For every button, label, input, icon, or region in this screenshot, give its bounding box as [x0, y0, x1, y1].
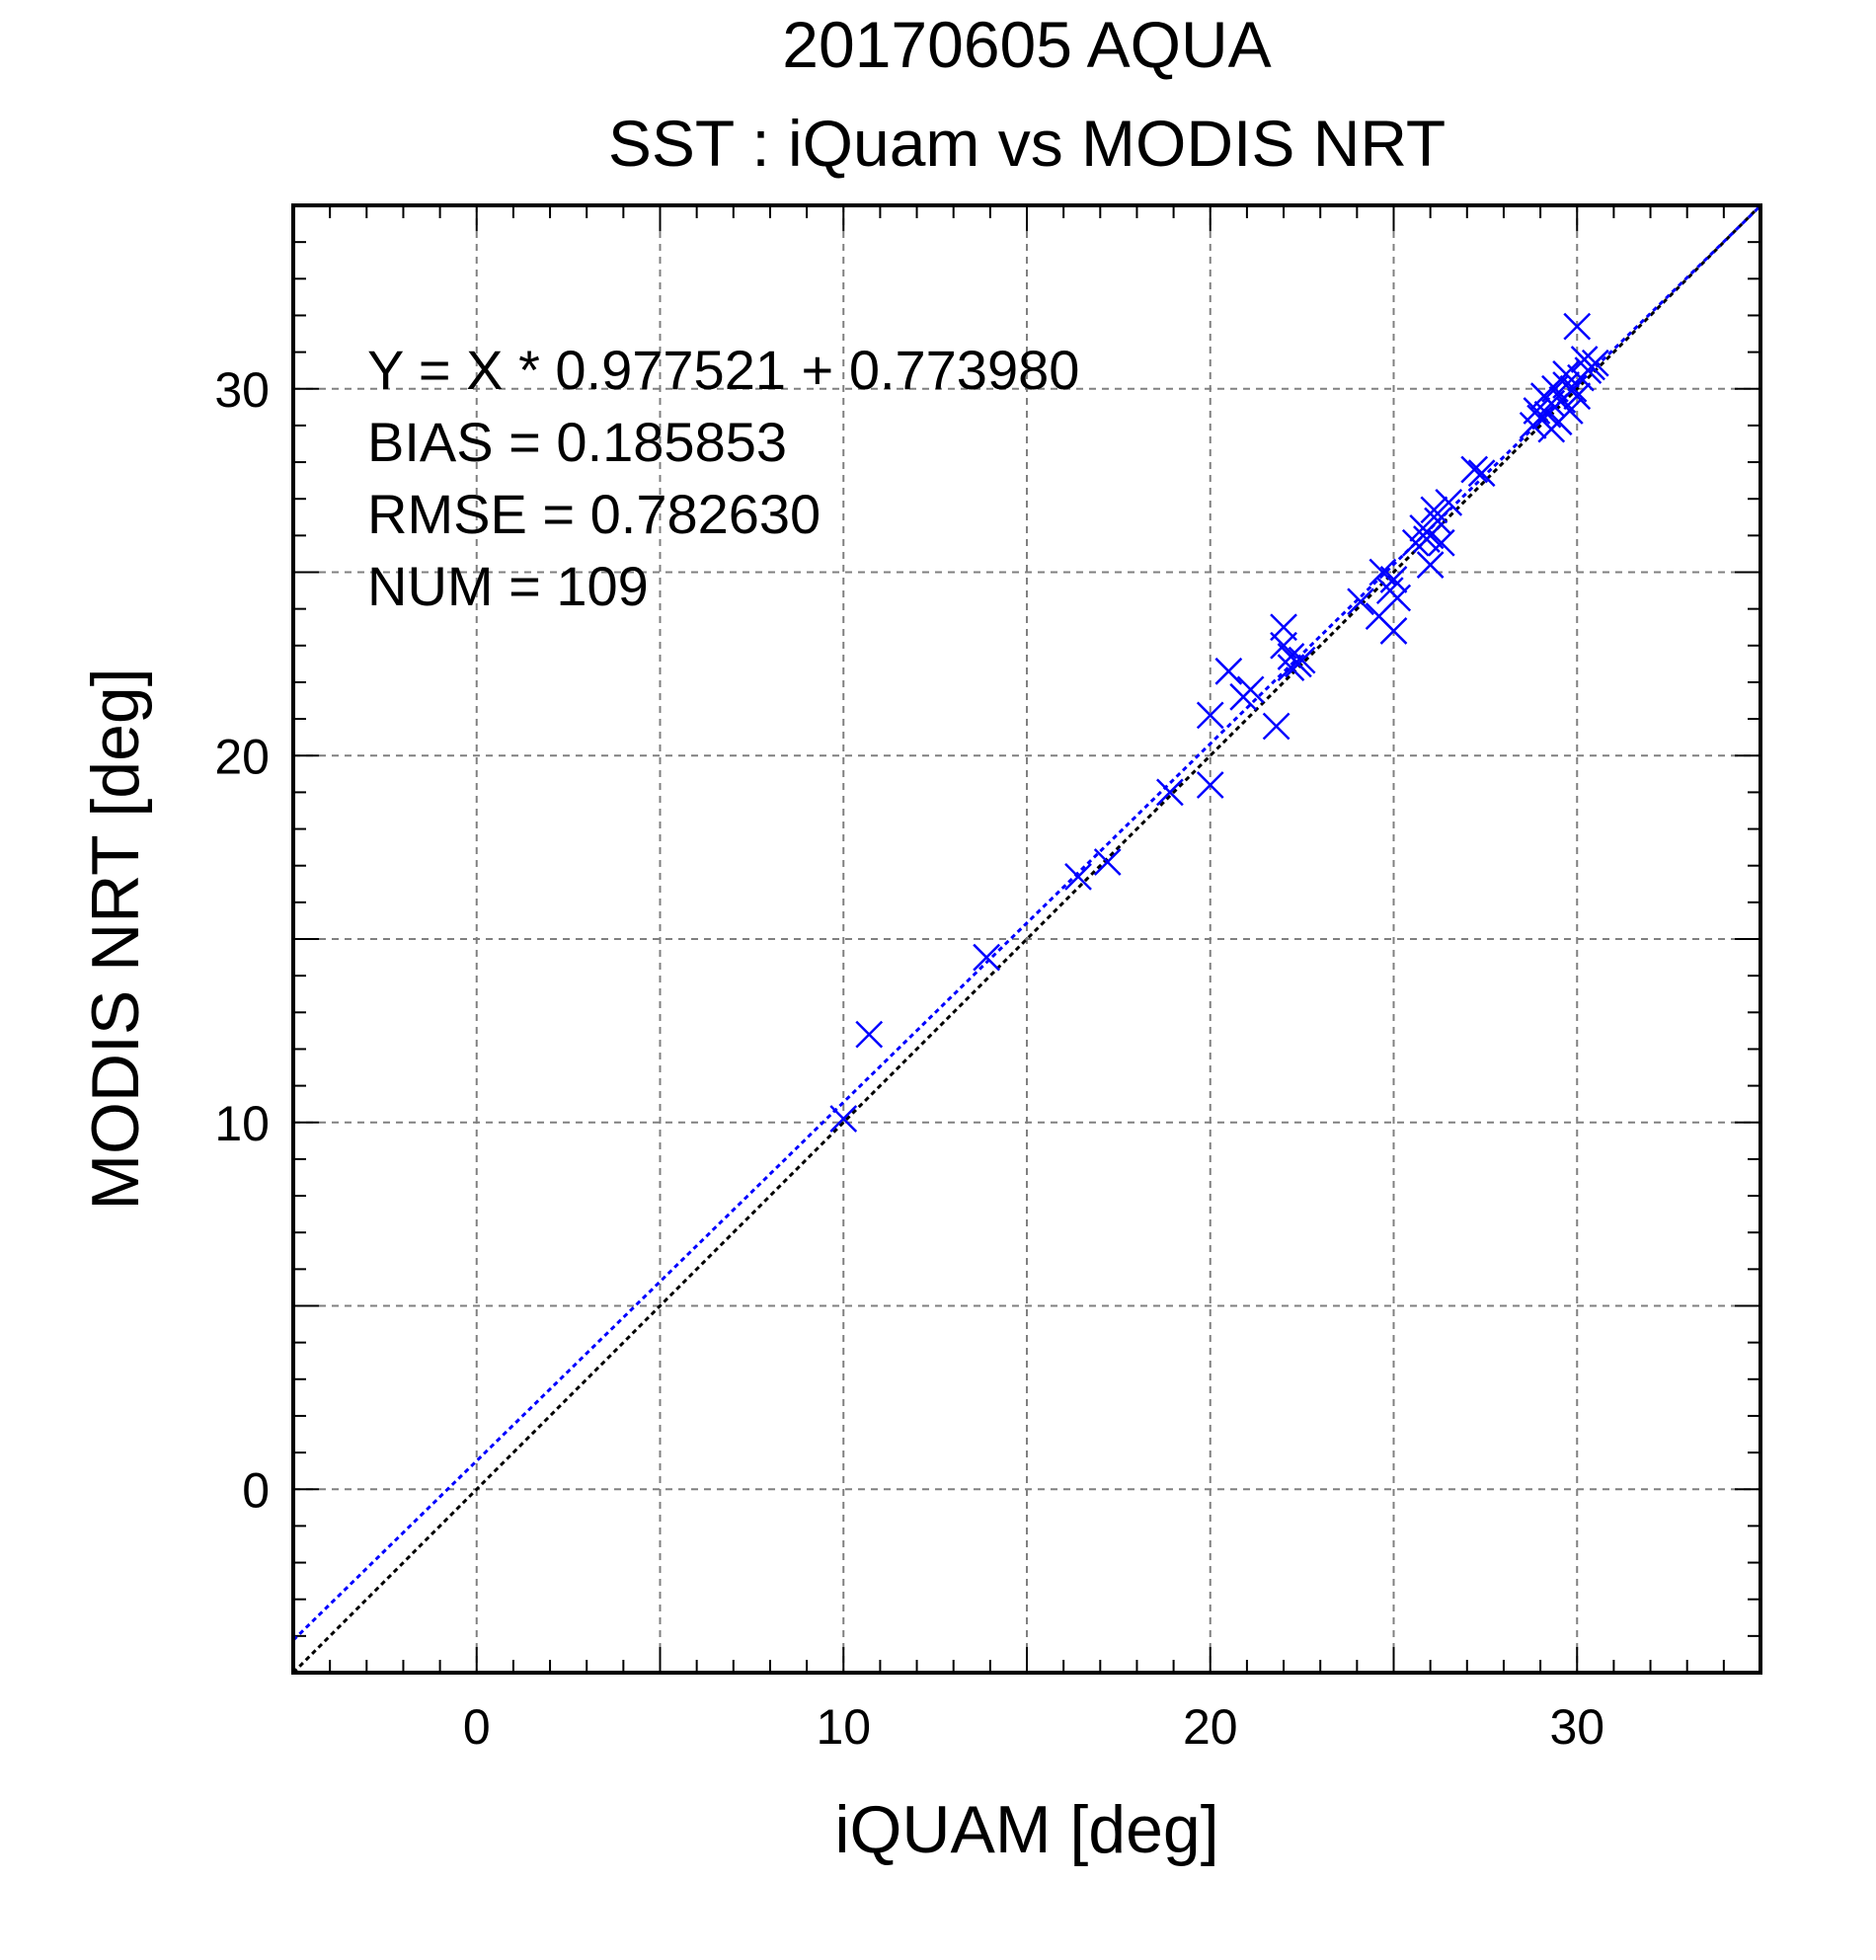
data-point	[1523, 397, 1551, 425]
y-tick-label: 30	[214, 362, 270, 418]
data-point	[1555, 397, 1584, 425]
data-point	[1563, 312, 1592, 341]
data-point-stroke	[829, 1105, 858, 1133]
data-point-stroke	[1563, 312, 1592, 341]
data-point	[1416, 551, 1445, 579]
data-point-stroke	[1214, 657, 1243, 685]
bias-text: BIAS = 0.185853	[367, 411, 787, 473]
data-point-stroke	[973, 943, 1001, 972]
data-point-stroke	[1379, 566, 1408, 593]
data-point	[1064, 862, 1092, 891]
data-point-stroke	[1420, 496, 1448, 524]
data-point-stroke	[1270, 631, 1297, 660]
data-point-stroke	[1523, 397, 1551, 425]
data-point	[1236, 675, 1265, 704]
data-point	[1196, 771, 1224, 799]
data-point-stroke	[1383, 584, 1412, 612]
data-point	[1420, 496, 1448, 524]
data-point	[1427, 528, 1455, 557]
data-point-stroke	[1416, 521, 1445, 550]
data-point-stroke	[1416, 551, 1445, 579]
data-point	[855, 1020, 884, 1049]
data-point-stroke	[1196, 771, 1224, 799]
data-point	[1379, 617, 1408, 645]
data-point-stroke	[1347, 588, 1374, 616]
data-point	[1262, 712, 1290, 741]
data-point	[1288, 646, 1316, 674]
data-point	[1379, 566, 1408, 593]
data-point-stroke	[1196, 701, 1224, 730]
data-point-stroke	[1368, 558, 1397, 587]
x-tick-label: 10	[816, 1699, 871, 1755]
data-point-stroke	[1563, 382, 1592, 411]
chart-title: 20170605 AQUA	[782, 8, 1271, 81]
data-point-stroke	[1236, 675, 1265, 704]
plot-frame	[291, 203, 1762, 1675]
y-tick-label: 20	[214, 729, 270, 784]
x-tick-label: 0	[463, 1699, 491, 1755]
y-tick-label: 10	[214, 1096, 270, 1151]
y-axis-label: MODIS NRT [deg]	[78, 667, 153, 1210]
data-point-stroke	[1093, 848, 1122, 876]
data-point	[1460, 455, 1489, 484]
data-point-stroke	[1435, 489, 1463, 516]
data-point	[1435, 489, 1463, 516]
data-point-stroke	[1427, 528, 1455, 557]
data-point-stroke	[1581, 349, 1609, 377]
x-axis-label: iQUAM [deg]	[834, 1792, 1218, 1867]
data-point	[829, 1105, 858, 1133]
data-point	[1093, 848, 1122, 876]
tick-labels: 0 10 20 30 0 10 20 30	[214, 362, 1604, 1755]
data-point	[1467, 459, 1496, 488]
data-point	[1196, 701, 1224, 730]
data-point-stroke	[1064, 862, 1092, 891]
data-point	[1401, 528, 1430, 557]
data-point-stroke	[1424, 507, 1451, 535]
data-point	[1424, 507, 1451, 535]
data-points	[829, 312, 1609, 1133]
rmse-text: RMSE = 0.782630	[367, 483, 821, 545]
data-point-stroke	[1379, 617, 1408, 645]
fit-equation: Y = X * 0.977521 + 0.773980	[367, 339, 1079, 401]
num-text: NUM = 109	[367, 555, 649, 617]
x-tick-label: 30	[1549, 1699, 1604, 1755]
data-point-stroke	[1555, 397, 1584, 425]
data-point-stroke	[1401, 528, 1430, 557]
data-point-stroke	[1288, 646, 1316, 674]
data-point-stroke	[1552, 360, 1580, 388]
data-point	[1214, 657, 1243, 685]
data-point-stroke	[1262, 712, 1290, 741]
regression-line	[291, 204, 1762, 1642]
x-tick-label: 20	[1183, 1699, 1238, 1755]
data-point	[1383, 584, 1412, 612]
data-point	[1581, 349, 1609, 377]
data-point	[1563, 382, 1592, 411]
data-point	[1347, 588, 1374, 616]
data-point-stroke	[1460, 455, 1489, 484]
reference-lines	[291, 203, 1762, 1675]
y-tick-label: 0	[242, 1462, 270, 1518]
data-point	[1156, 778, 1184, 807]
data-point-stroke	[1467, 459, 1496, 488]
data-point-stroke	[1156, 778, 1184, 807]
chart-subtitle: SST : iQuam vs MODIS NRT	[608, 107, 1446, 180]
grid	[293, 205, 1760, 1673]
data-point-stroke	[855, 1020, 884, 1049]
data-point	[973, 943, 1001, 972]
